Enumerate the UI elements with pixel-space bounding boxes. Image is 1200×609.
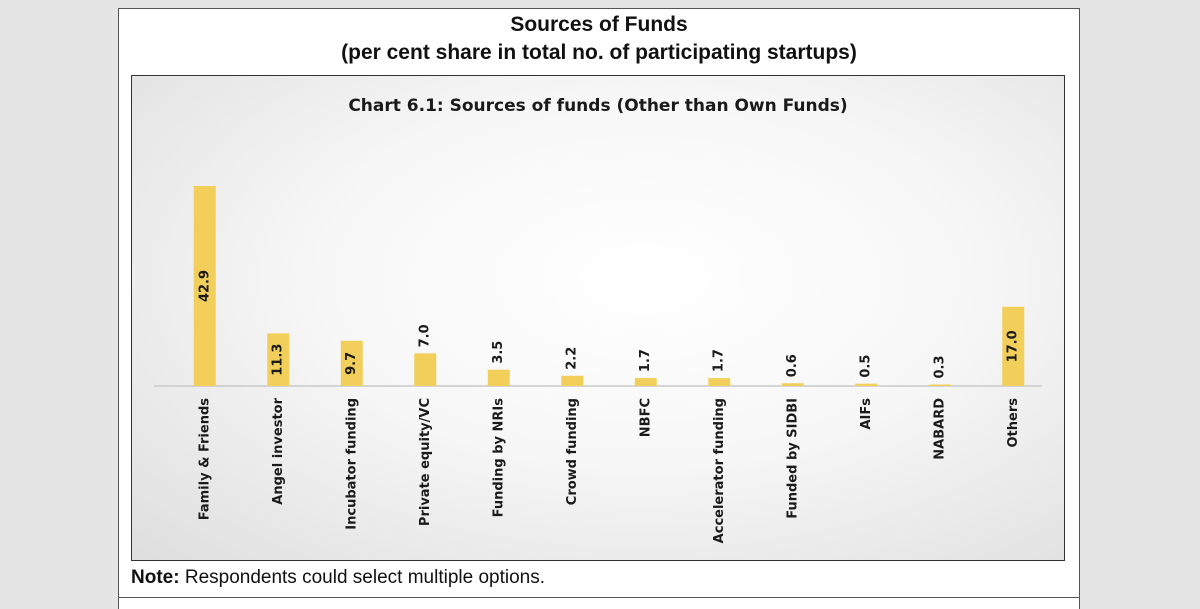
note-text: Respondents could select multiple option… [184, 567, 545, 588]
chart-area: Chart 6.1: Sources of funds (Other than … [131, 75, 1065, 561]
category-label-2: Incubator funding [344, 398, 359, 530]
category-label-9: AIFs [859, 398, 874, 430]
bar-6 [634, 378, 657, 386]
footnote: Note: Respondents could select multiple … [131, 567, 545, 589]
bottom-rule [119, 597, 1079, 598]
figure-title: Sources of Funds [510, 13, 688, 36]
bar-2 [340, 340, 363, 386]
bar-10 [928, 384, 951, 386]
figure-panel: Sources of Funds (per cent share in tota… [118, 8, 1080, 609]
chart-title: Chart 6.1: Sources of funds (Other than … [348, 96, 848, 116]
bar-4 [487, 369, 510, 386]
bar-11 [1002, 306, 1025, 386]
category-label-7: Accelerator funding [712, 398, 727, 543]
data-label-4: 3.5 [491, 341, 506, 364]
bar-9 [855, 383, 878, 386]
bar-1 [267, 333, 290, 386]
bar-0 [193, 186, 216, 386]
data-label-2: 9.7 [344, 352, 359, 375]
bar-8 [781, 383, 804, 386]
category-label-5: Crowd funding [565, 398, 580, 505]
data-label-9: 0.5 [859, 355, 874, 378]
category-label-8: Funded by SIDBI [785, 398, 800, 519]
data-label-1: 11.3 [271, 344, 286, 376]
bar-chart: 42.9 Family & Friends 11.3 Angel investor 9.… [154, 186, 1042, 543]
category-label-3: Private equity/VC [418, 398, 433, 526]
data-label-8: 0.6 [785, 354, 800, 377]
figure-subtitle: (per cent share in total no. of particip… [341, 41, 857, 64]
data-label-7: 1.7 [712, 349, 727, 372]
data-label-3: 7.0 [418, 324, 433, 347]
note-label: Note: [131, 567, 180, 588]
category-label-6: NBFC [638, 398, 653, 437]
category-label-0: Family & Friends [197, 398, 212, 521]
bar-5 [561, 375, 584, 386]
data-label-11: 17.0 [1006, 330, 1021, 362]
data-label-5: 2.2 [565, 347, 580, 370]
data-label-0: 42.9 [197, 270, 212, 302]
bar-3 [414, 353, 437, 386]
category-label-1: Angel investor [271, 397, 286, 504]
data-label-10: 0.3 [932, 355, 947, 378]
category-label-11: Others [1006, 398, 1021, 448]
category-label-10: NABARD [932, 398, 947, 460]
bar-7 [708, 378, 731, 386]
data-label-6: 1.7 [638, 349, 653, 372]
category-label-4: Funding by NRIs [491, 398, 506, 518]
